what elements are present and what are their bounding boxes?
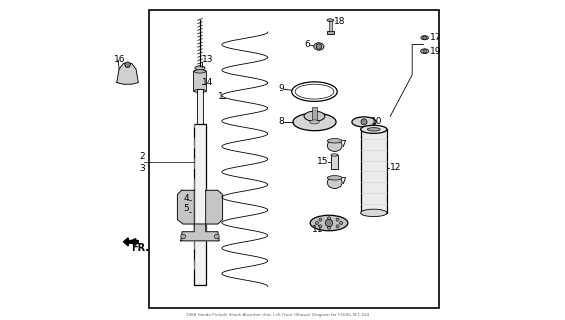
Bar <box>329 20 332 31</box>
Bar <box>360 129 387 213</box>
Bar <box>194 124 206 284</box>
Ellipse shape <box>331 154 338 156</box>
Circle shape <box>328 226 331 229</box>
Text: 19: 19 <box>430 47 441 56</box>
Bar <box>312 107 317 122</box>
Circle shape <box>340 221 342 225</box>
Text: 12: 12 <box>390 163 401 172</box>
Circle shape <box>423 50 427 53</box>
Polygon shape <box>124 238 138 246</box>
Text: 11: 11 <box>312 225 324 234</box>
Text: 1988 Honda Prelude Shock Absorber Unit, Left Front (Showa) Diagram for 51606-SF1: 1988 Honda Prelude Shock Absorber Unit, … <box>186 313 369 317</box>
Polygon shape <box>206 190 223 224</box>
Text: 4: 4 <box>183 194 189 203</box>
Circle shape <box>125 62 131 68</box>
Polygon shape <box>117 63 138 84</box>
Text: 14: 14 <box>202 78 214 87</box>
Ellipse shape <box>327 19 334 21</box>
Text: 9: 9 <box>279 84 284 93</box>
Circle shape <box>316 44 321 49</box>
Circle shape <box>315 221 318 225</box>
Text: 7: 7 <box>341 177 346 186</box>
Circle shape <box>361 119 367 125</box>
Ellipse shape <box>194 89 206 92</box>
Circle shape <box>319 218 322 221</box>
Circle shape <box>181 234 185 239</box>
Text: 10: 10 <box>371 117 383 126</box>
Ellipse shape <box>367 128 380 131</box>
Text: 17: 17 <box>430 33 441 42</box>
Ellipse shape <box>314 43 324 50</box>
Ellipse shape <box>360 209 387 217</box>
Text: 3: 3 <box>140 164 145 173</box>
Ellipse shape <box>421 36 428 40</box>
Text: 13: 13 <box>202 55 214 64</box>
Text: FR.: FR. <box>131 243 149 252</box>
Ellipse shape <box>293 113 336 131</box>
Ellipse shape <box>327 176 342 180</box>
Text: 1: 1 <box>218 92 224 100</box>
Circle shape <box>328 217 331 220</box>
Circle shape <box>336 225 339 228</box>
FancyBboxPatch shape <box>194 71 206 92</box>
Circle shape <box>325 219 333 227</box>
Text: 8: 8 <box>279 117 284 126</box>
Text: 5: 5 <box>183 204 189 213</box>
Ellipse shape <box>352 117 376 127</box>
Ellipse shape <box>327 140 342 151</box>
Circle shape <box>423 36 427 39</box>
Circle shape <box>215 234 219 239</box>
Polygon shape <box>181 224 219 241</box>
Text: 18: 18 <box>334 17 345 26</box>
Polygon shape <box>177 190 194 224</box>
Bar <box>197 89 203 124</box>
Ellipse shape <box>194 70 206 73</box>
Text: 7: 7 <box>341 140 346 149</box>
Ellipse shape <box>195 66 205 70</box>
Bar <box>150 10 439 308</box>
Bar <box>327 31 334 34</box>
Ellipse shape <box>327 139 342 143</box>
Text: 16: 16 <box>114 55 125 64</box>
Ellipse shape <box>310 215 348 231</box>
Circle shape <box>336 218 339 221</box>
Ellipse shape <box>304 111 325 121</box>
Ellipse shape <box>310 120 319 124</box>
Ellipse shape <box>360 125 387 133</box>
Text: 6: 6 <box>305 40 310 49</box>
Bar <box>331 155 338 169</box>
Ellipse shape <box>420 49 429 53</box>
Circle shape <box>319 225 322 228</box>
Text: 2: 2 <box>140 152 145 161</box>
Text: 15: 15 <box>316 157 328 166</box>
Ellipse shape <box>327 177 342 188</box>
